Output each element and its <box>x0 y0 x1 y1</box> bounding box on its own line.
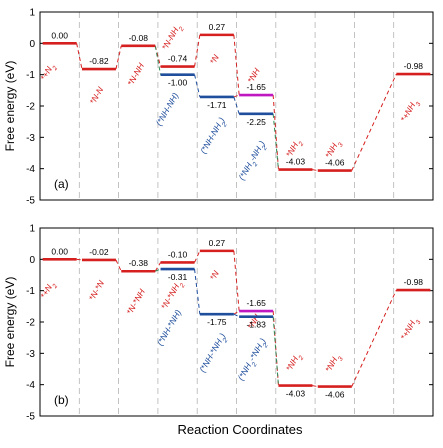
energy-value-label: -0.08 <box>129 33 149 43</box>
y-tick-label: -1 <box>26 286 35 297</box>
species-label: *N-*N <box>87 278 107 303</box>
connector-line <box>115 259 122 272</box>
connector-line <box>233 310 240 315</box>
y-tick-label: 1 <box>29 8 35 19</box>
y-tick-label: 1 <box>29 224 35 235</box>
y-tick-label: -5 <box>26 412 35 423</box>
energy-value-label: -0.74 <box>168 54 188 64</box>
y-tick-label: 0 <box>29 39 35 50</box>
y-tick-label: -4 <box>26 164 35 175</box>
species-label: *+NH3 <box>398 315 422 343</box>
energy-value-label: -4.03 <box>286 157 306 167</box>
x-axis-label: Reaction Coordinates <box>177 422 303 437</box>
energy-value-label: -1.75 <box>207 317 227 327</box>
energy-value-label: -1.71 <box>207 100 227 110</box>
energy-value-label: -4.03 <box>286 389 306 399</box>
energy-value-label: -0.10 <box>168 249 188 259</box>
energy-value-label: -0.31 <box>168 272 188 282</box>
connector-line <box>194 250 201 263</box>
energy-value-label: -4.06 <box>325 158 345 168</box>
species-label: (*NH-NH2) <box>198 115 230 157</box>
y-tick-label: -2 <box>26 102 35 113</box>
y-axis-label: Free energy (eV) <box>3 61 17 152</box>
connector-line <box>272 113 279 170</box>
species-label: *N <box>208 268 222 282</box>
species-label: *+N2 <box>38 279 59 302</box>
connector-line <box>154 262 161 272</box>
energy-value-label: -2.25 <box>246 117 266 127</box>
connector-line <box>154 45 162 75</box>
connector-line <box>76 258 83 261</box>
panel-tag: (a) <box>54 177 69 191</box>
panel-b: 1 0 -1 -2 -3 -4 -5 Free energy (eV) (b) 0.00 *+N2 -… <box>3 224 434 423</box>
energy-value-label: -4.06 <box>325 390 345 400</box>
energy-value-label: -1.65 <box>246 298 266 308</box>
y-tick-label: -5 <box>26 196 35 207</box>
energy-value-label: -0.98 <box>404 61 424 71</box>
connector-line <box>233 34 240 96</box>
connector-line <box>115 45 122 70</box>
species-label: *N-NH <box>125 60 146 87</box>
species-label: *N <box>208 52 222 66</box>
connector-line <box>312 169 318 172</box>
energy-value-label: 0.00 <box>51 30 68 40</box>
connector-line <box>233 94 240 98</box>
connector-line <box>194 268 201 315</box>
energy-value-label: -0.82 <box>89 56 109 66</box>
panel-tag: (b) <box>54 393 69 407</box>
energy-value-label: -0.38 <box>129 258 149 268</box>
species-label: *N-N <box>87 84 105 106</box>
species-label: (*NH2-NH2) <box>236 139 270 184</box>
species-label: *+NH3 <box>398 97 422 125</box>
energy-value-label: -0.98 <box>404 277 424 287</box>
energy-value-label: -1.65 <box>246 82 266 92</box>
y-tick-label: -1 <box>26 70 35 81</box>
species-label: *NH3 <box>323 352 344 376</box>
energy-value-label: 0.27 <box>209 22 226 32</box>
connector-line <box>76 43 83 70</box>
y-tick-label: -3 <box>26 133 35 144</box>
species-label: *N-*NH <box>124 286 147 316</box>
y-tick-label: -2 <box>26 318 35 329</box>
connector-line <box>233 313 240 318</box>
connector-line <box>272 94 279 170</box>
y-tick-label: -4 <box>26 380 35 391</box>
connector-line <box>312 385 318 388</box>
y-axis-label: Free energy (eV) <box>3 277 17 368</box>
connector-line <box>233 96 240 114</box>
energy-value-label: 0.27 <box>209 238 226 248</box>
species-label: (*NH2-*NH2) <box>235 336 270 384</box>
energy-value-label: 0.00 <box>51 246 68 256</box>
species-label: *N-*NH2 <box>159 279 187 313</box>
connector-line <box>233 250 240 312</box>
energy-value-label: -1.00 <box>168 78 188 88</box>
y-tick-label: 0 <box>29 255 35 266</box>
species-label: (*NH-*NH2) <box>197 331 230 375</box>
connector-line <box>194 34 201 67</box>
connector-line <box>272 316 279 386</box>
panel-a: 1 0 -1 -2 -3 -4 -5 Free energy (eV) (a) 0.00 *+N2 -… <box>3 8 434 207</box>
species-label: *+N2 <box>38 61 59 84</box>
species-label: *NH2 <box>284 351 305 375</box>
connector-line <box>155 268 161 272</box>
connector-line <box>351 73 397 171</box>
species-label: (*NH-*NH) <box>155 308 184 347</box>
species-label: *N-NH2 <box>160 22 186 53</box>
connector-line <box>194 74 201 98</box>
energy-value-label: -1.83 <box>246 320 266 330</box>
connector-line <box>351 289 397 387</box>
y-tick-label: -3 <box>26 349 35 360</box>
energy-value-label: -0.02 <box>89 247 109 257</box>
